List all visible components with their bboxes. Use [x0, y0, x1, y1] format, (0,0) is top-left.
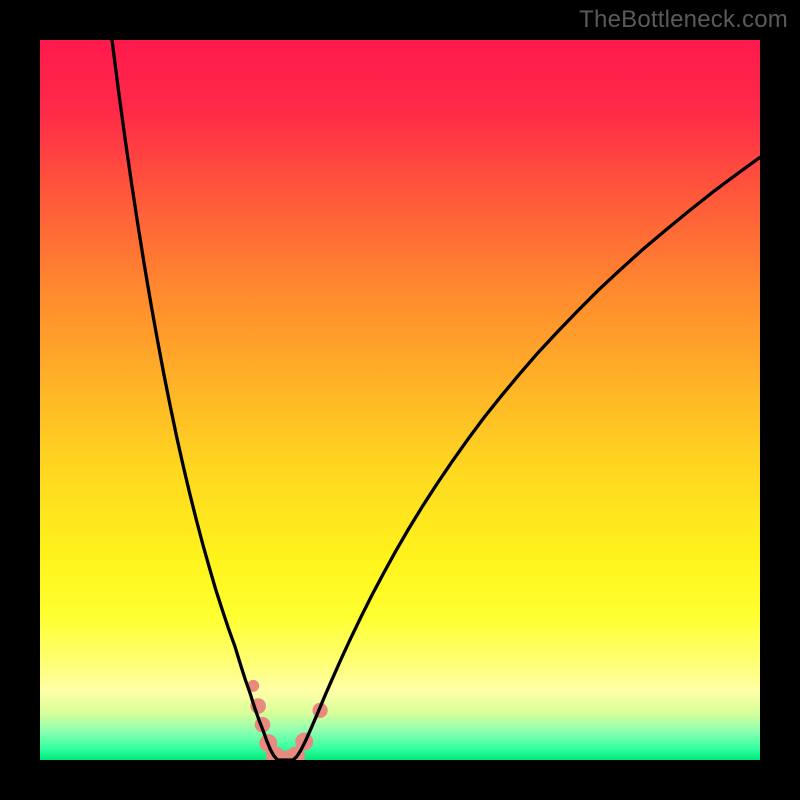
bottleneck-curve [112, 40, 760, 760]
watermark-label: TheBottleneck.com [579, 6, 788, 34]
curve-layer [40, 40, 760, 760]
chart-container: TheBottleneck.com [0, 0, 800, 800]
plot-area [40, 40, 760, 760]
